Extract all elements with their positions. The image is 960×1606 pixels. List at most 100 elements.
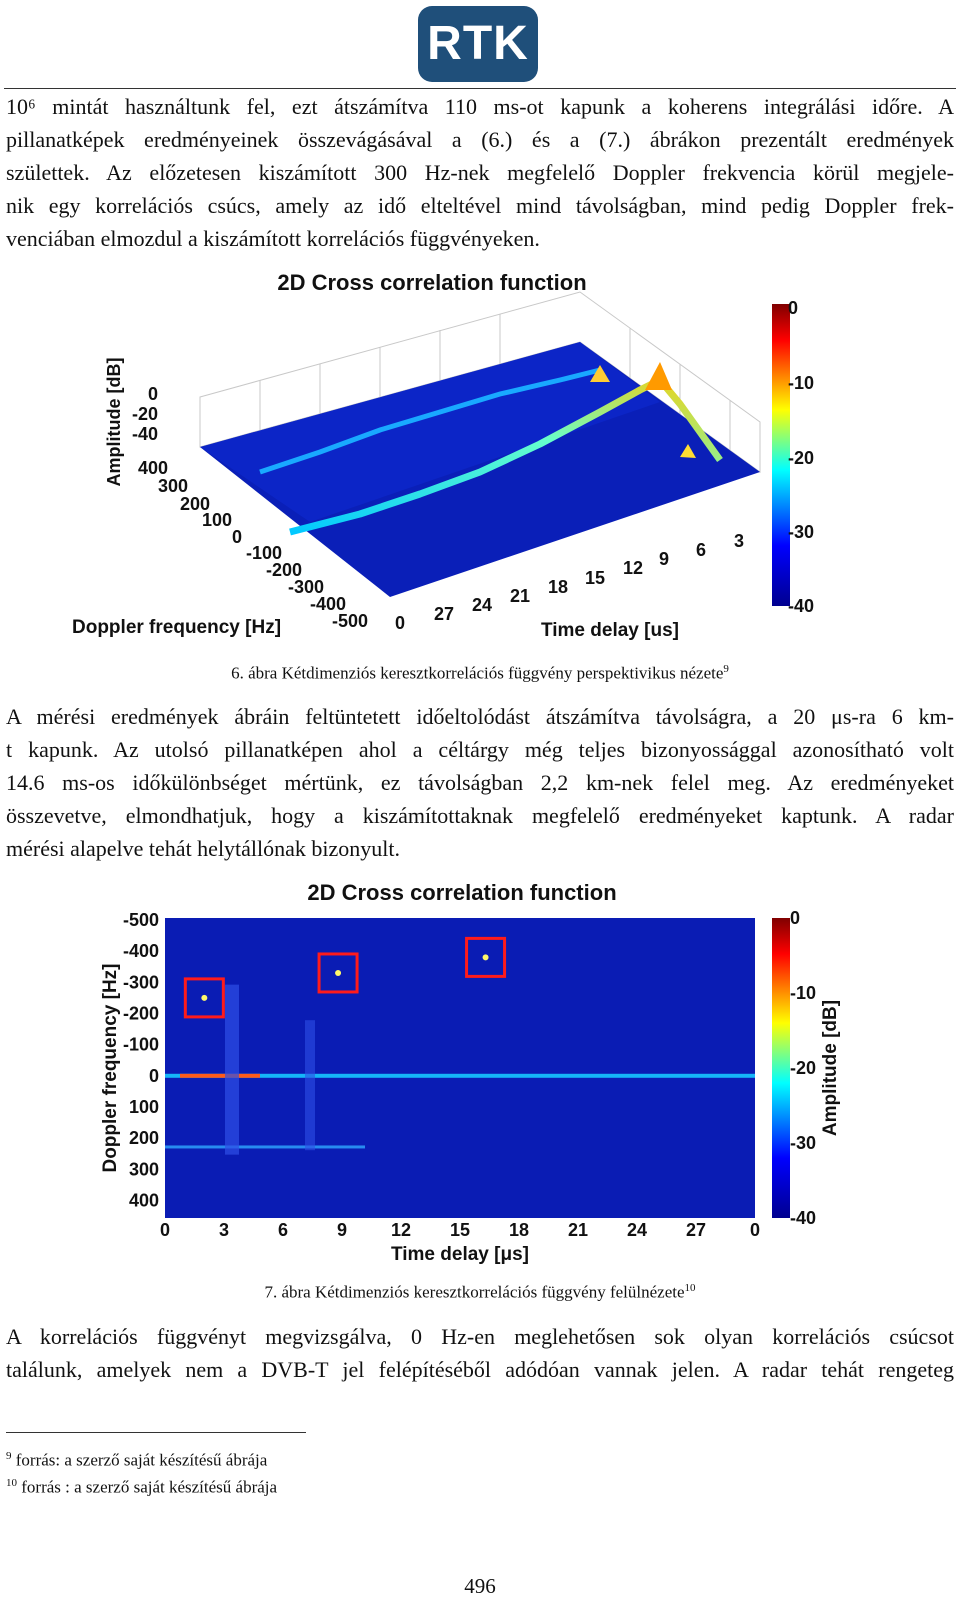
- target-point: [482, 954, 489, 961]
- text-line: 10⁶ mintát használtunk fel, ezt átszámít…: [6, 94, 954, 119]
- header-divider: [4, 88, 956, 89]
- strong-peak-streak: [180, 1073, 260, 1078]
- text-line: 14.6 ms-os időkülönbséget mértünk, ez tá…: [6, 770, 954, 795]
- text-line: születtek. Az előzetesen kiszámított 300…: [6, 160, 954, 185]
- paragraph-1: 10⁶ mintát használtunk fel, ezt átszámít…: [6, 90, 954, 255]
- text-line: A korrelációs függvényt megvizsgálva, 0 …: [6, 1324, 954, 1349]
- delay-tick: 12: [623, 558, 643, 578]
- y-tick: -400: [123, 941, 159, 961]
- figure-6-caption: 6. ábra Kétdimenziós keresztkorrelációs …: [0, 663, 960, 684]
- text-line: nik egy korrelációs csúcs, amely az idő …: [6, 193, 954, 218]
- colorbar-tick: -10: [790, 983, 816, 1003]
- y-tick: -200: [123, 1003, 159, 1023]
- colorbar-tick: 0: [790, 908, 800, 928]
- text-line: t kapunk. Az utolsó pillanatképen ahol a…: [6, 737, 954, 762]
- footnote-10: 10 forrás : a szerző saját készítésű ábr…: [6, 1477, 277, 1498]
- y-tick: -300: [123, 972, 159, 992]
- target-point: [335, 969, 342, 976]
- doppler-tick: 100: [202, 510, 232, 530]
- colorbar: [772, 918, 790, 1218]
- footnote-9: 9 forrás: a szerző saját készítésű ábráj…: [6, 1450, 267, 1471]
- footnote-ref: 9: [723, 663, 729, 675]
- doppler-axis-label: Doppler frequency [Hz]: [72, 617, 281, 638]
- text-line: venciában elmozdul a kiszámított korrelá…: [6, 226, 540, 251]
- y-tick: 0: [149, 1066, 159, 1086]
- doppler-tick: -500: [332, 611, 368, 631]
- y-tick: 200: [129, 1128, 159, 1148]
- colorbar-tick: -20: [788, 448, 814, 468]
- figure-7-title: 2D Cross correlation function: [307, 880, 616, 905]
- figure-7-caption: 7. ábra Kétdimenziós keresztkorrelációs …: [0, 1282, 960, 1303]
- z-axis-label: Amplitude [dB]: [104, 358, 124, 487]
- doppler-tick: -200: [266, 560, 302, 580]
- colorbar: [772, 304, 790, 606]
- delay-tick: 21: [510, 586, 530, 606]
- doppler-tick: -400: [310, 594, 346, 614]
- delay-tick: 3: [734, 531, 744, 551]
- text-line: mérési alapelve tehát helytállónak bizon…: [6, 836, 401, 861]
- x-tick: 0: [160, 1220, 170, 1240]
- peak: [645, 362, 672, 390]
- y-tick: 100: [129, 1097, 159, 1117]
- x-tick: 6: [278, 1220, 288, 1240]
- paragraph-2: A mérési eredmények ábráin feltüntetett …: [6, 700, 954, 865]
- colorbar-tick: -10: [788, 373, 814, 393]
- colorbar-tick: -30: [790, 1133, 816, 1153]
- y-tick: -500: [123, 910, 159, 930]
- x-tick: 18: [509, 1220, 529, 1240]
- target-boxes: [183, 936, 507, 1019]
- footnote-divider: [6, 1432, 306, 1433]
- target-highlight-box: [465, 936, 507, 978]
- colorbar-tick: -20: [790, 1058, 816, 1078]
- colorbar-tick: -40: [788, 596, 814, 616]
- footnote-ref: 10: [684, 1282, 696, 1294]
- z-tick: -40: [132, 424, 158, 444]
- y-tick: 400: [129, 1190, 159, 1210]
- x-tick: 21: [568, 1220, 588, 1240]
- x-tick: 15: [450, 1220, 470, 1240]
- target-highlight-box: [183, 977, 225, 1019]
- rtk-logo: RTK: [418, 6, 538, 82]
- x-axis-label: Time delay [μs]: [391, 1244, 529, 1265]
- footnote-text: forrás: a szerző saját készítésű ábrája: [15, 1450, 268, 1470]
- ridge-primary: [289, 376, 723, 536]
- delay-tick: 9: [659, 549, 669, 569]
- zero-doppler-streak: [165, 1073, 755, 1078]
- y-tick: 300: [129, 1159, 159, 1179]
- peak: [590, 365, 610, 382]
- delay-axis-label: Time delay [us]: [541, 620, 679, 641]
- vertical-streak: [225, 984, 239, 1155]
- text-line: összevetve, elmondhatjuk, hogy a kiszámí…: [6, 803, 954, 828]
- colorbar-tick: 0: [788, 298, 798, 318]
- text-line: pillanatképek eredményeinek összevágásáv…: [6, 127, 954, 152]
- delay-tick: 15: [585, 568, 605, 588]
- text-line: találunk, amelyek nem a DVB-T jel felépí…: [6, 1357, 954, 1382]
- doppler-tick: 400: [138, 458, 168, 478]
- caption-text: 7. ábra Kétdimenziós keresztkorrelációs …: [264, 1282, 685, 1302]
- colorbar-label: Amplitude [dB]: [820, 1000, 841, 1136]
- z-tick: 0: [148, 384, 158, 404]
- logo-text: RTK: [427, 17, 529, 70]
- x-tick: 12: [391, 1220, 411, 1240]
- x-tick: 9: [337, 1220, 347, 1240]
- footnote-mark: 10: [6, 1477, 17, 1489]
- doppler-streak: [165, 1145, 365, 1149]
- figure-6-perspective-plot: 2D Cross correlation function Amplitude …: [72, 270, 814, 641]
- x-tick: 0: [750, 1220, 760, 1240]
- x-tick: 24: [627, 1220, 647, 1240]
- peak: [680, 444, 696, 458]
- footnote-mark: 9: [6, 1450, 12, 1462]
- doppler-tick: 200: [180, 494, 210, 514]
- delay-tick: 6: [696, 540, 706, 560]
- delay-tick: 24: [472, 595, 492, 615]
- ridge-secondary: [259, 367, 601, 475]
- z-tick: -20: [132, 404, 158, 424]
- page-number: 496: [464, 1574, 496, 1598]
- vertical-streak: [305, 1020, 315, 1151]
- paragraph-3: A korrelációs függvényt megvizsgálva, 0 …: [6, 1320, 954, 1386]
- colorbar-tick: -30: [788, 522, 814, 542]
- doppler-tick: -100: [246, 543, 282, 563]
- doppler-tick: 300: [158, 476, 188, 496]
- delay-tick: 18: [548, 577, 568, 597]
- surface-shade: [200, 342, 660, 522]
